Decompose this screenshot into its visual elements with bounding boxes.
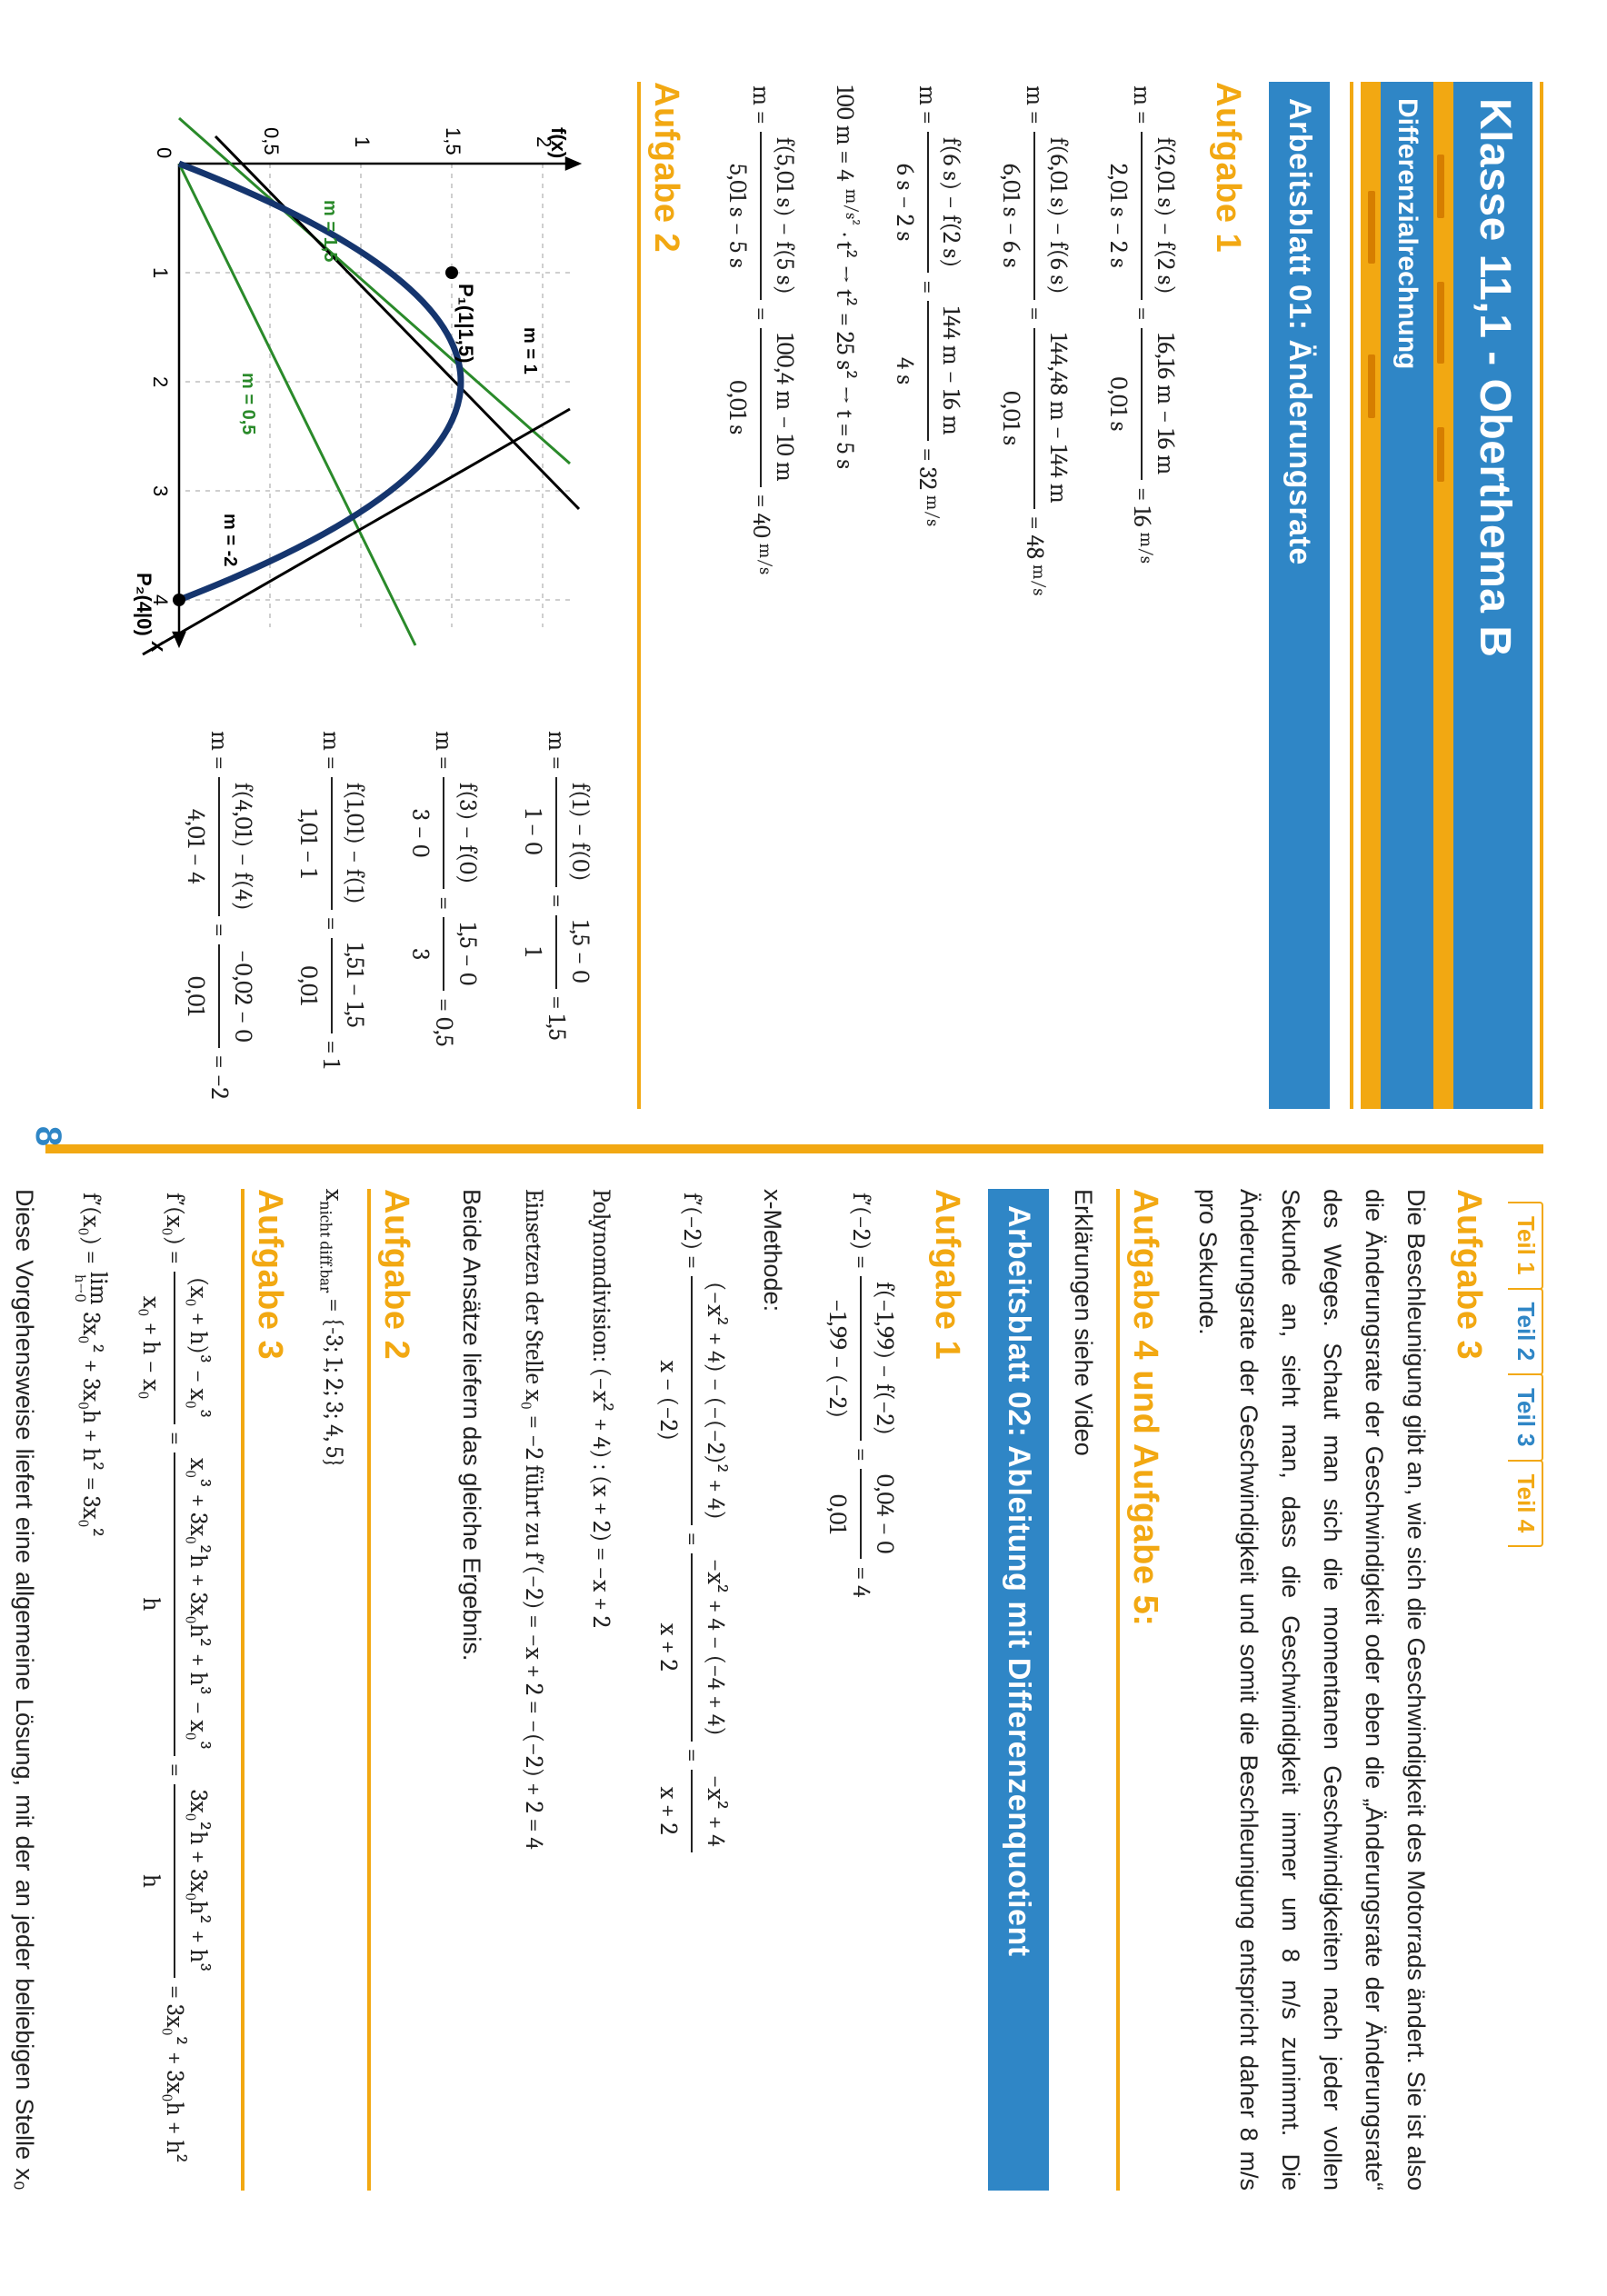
tab-teil-4[interactable]: Teil 4 [1508,1460,1543,1548]
svg-text:m = 1,5: m = 1,5 [320,200,340,262]
fprime-eq: f′(−2) = f(−1,99) − f(−2)−1,99 − (−2) = … [807,1189,914,2191]
r-aufgabe-1-heading: Aufgabe 1 [927,1189,966,2191]
x-methode-label: x-Methode: [751,1189,793,2191]
aufgabe-2-row: f(x) x 2 1,5 1 0,5 0 1 2 3 4 P₁(1|1,5) P… [134,82,624,1109]
class-title: Klasse 11,1 - Oberthema B [1453,82,1532,1109]
worksheet-02-bar: Arbeitsblatt 02: Ableitung mit Differenz… [988,1189,1049,2191]
svg-text:2: 2 [149,376,172,387]
tab-teil-1[interactable]: Teil 1 [1508,1202,1543,1290]
right-column: Teil 1 Teil 2 Teil 3 Teil 4 Aufgabe 3 Di… [45,1189,1543,2191]
equation-m3: m = f(6 s) − f(2 s)6 s − 2 s = 144 m − 1… [874,82,982,1109]
aufgabe-3-text: Die Beschleunigung gibt an, wie sich die… [1186,1189,1436,2191]
part-tabs: Teil 1 Teil 2 Teil 3 Teil 4 [1508,1202,1543,2191]
header-block: Klasse 11,1 - Oberthema B Differenzialre… [1342,82,1543,1109]
class-title-bar: Klasse 11,1 - Oberthema B [1453,82,1532,1109]
column-divider [45,1142,1543,1156]
aufgabe-4-5-heading: Aufgabe 4 und Aufgabe 5: [1116,1189,1164,2191]
r-aufgabe-2-heading: Aufgabe 2 [367,1189,415,2191]
beide-line: Beide Ansätze liefern das gleiche Ergebn… [450,1189,492,2191]
svg-text:1: 1 [351,136,374,147]
derivative-cube: f′(x₀) = (x₀ + h)³ − x₀³x₀ + h − x₀ = x₀… [121,1189,228,2191]
parabola-graph: f(x) x 2 1,5 1 0,5 0 1 2 3 4 P₁(1|1,5) P… [134,82,606,664]
svg-text:m = -2: m = -2 [220,514,240,566]
svg-text:2: 2 [533,136,555,147]
r-aufgabe-3-heading: Aufgabe 3 [241,1189,289,2191]
svg-text:x: x [147,641,170,653]
svg-text:0,5: 0,5 [260,127,283,155]
polynomdivision-line: Polynomdivision: (−x² + 4) : (x + 2) = −… [580,1189,622,2191]
svg-text:P₁(1|1,5): P₁(1|1,5) [454,284,477,363]
fprime-x-eq: f′(−2) = (−x² + 4) − (−(−2)² + 4)x − (−2… [638,1189,745,2191]
equation-m1: m = f(2,01 s) − f(2 s)2,01 s − 2 s = 16,… [1088,82,1195,1109]
page-number: 8 [27,1126,68,1146]
subject-title: Differenzialrechnung [1381,82,1433,1109]
svg-text:1,5: 1,5 [442,127,464,155]
road-stripe: Differenzialrechnung [1361,82,1453,1109]
svg-text:1: 1 [149,267,172,278]
aufgabe-1-heading: Aufgabe 1 [1208,82,1247,1109]
svg-text:0: 0 [153,147,175,158]
slope-equations: m =f(1) − f(0)1 − 0=1,5 − 01= 1,5 m =f(3… [151,727,624,1103]
limit-line: f′(x₀) = limh→0 3x₀² + 3x₀h + h² = 3x₀² [61,1189,121,2191]
conclusion-text: Diese Vorgehensweise liefert eine allgem… [0,1189,45,2191]
set-x-line: xnicht diff.bar = {-3; 1; 2; 3; 4, 5} [311,1189,354,2191]
equation-100m: 100 m = 4 m/s² · t² → t² = 25 s² → t = 5… [814,82,874,1109]
svg-text:P₂(4|0): P₂(4|0) [134,573,155,636]
tab-teil-3[interactable]: Teil 3 [1508,1373,1543,1462]
svg-text:3: 3 [149,485,172,496]
worksheet-01-bar: Arbeitsblatt 01: Änderungsrate [1269,82,1330,1109]
aufgabe-2-heading: Aufgabe 2 [637,82,685,1109]
einsetz-line: Einsetzen der Stelle x₀ = −2 führt zu f′… [514,1189,555,2191]
tab-teil-2[interactable]: Teil 2 [1508,1288,1543,1376]
svg-text:m = 1: m = 1 [520,327,540,374]
aufgabe-3-heading: Aufgabe 3 [1449,1189,1488,2191]
equation-m2: m = f(6,01 s) − f(6 s)6,01 s − 6 s = 144… [981,82,1088,1109]
equation-m4: m = f(5,01 s) − f(5 s)5,01 s − 5 s = 100… [707,82,814,1109]
svg-text:m = 0,5: m = 0,5 [238,373,258,434]
aufgabe-4-5-text: Erklärungen siehe Video [1062,1189,1103,2191]
left-column: Klasse 11,1 - Oberthema B Differenzialre… [45,82,1543,1109]
